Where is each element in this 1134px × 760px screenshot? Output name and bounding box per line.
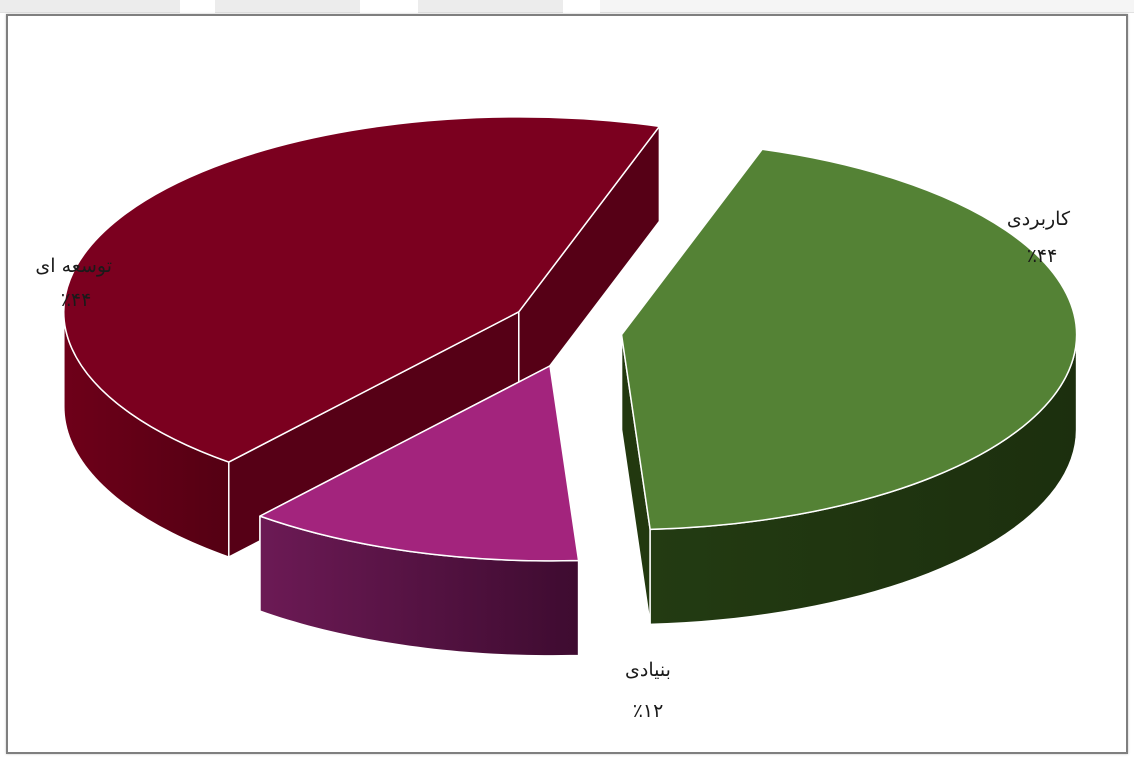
- slice-fundamental-top: [259, 365, 580, 562]
- tab-ghost-3: [418, 0, 563, 13]
- label-applied: کاربردی: [1007, 208, 1071, 230]
- tab-ghost-2: [215, 0, 360, 13]
- top-strip: [0, 0, 1134, 16]
- value-developmental: ٪۴۴: [61, 289, 92, 311]
- tab-ghost-4: [600, 0, 1134, 13]
- label-fundamental: بنیادی: [625, 659, 671, 681]
- value-fundamental: ٪۱۲: [633, 700, 664, 722]
- slice-fundamental: [259, 365, 580, 657]
- slice-developmental-top: [63, 116, 661, 463]
- pie-slices: [63, 116, 1078, 657]
- label-developmental: توسعه ای: [35, 255, 112, 277]
- slice-applied-top: [620, 148, 1078, 531]
- tab-ghost-1: [0, 0, 180, 13]
- value-applied: ٪۴۴: [1027, 245, 1058, 267]
- slice-labels: کاربردی ٪۴۴ بنیادی ٪۱۲ توسعه ای ٪۴۴: [35, 208, 1071, 722]
- slice-applied: [620, 148, 1078, 626]
